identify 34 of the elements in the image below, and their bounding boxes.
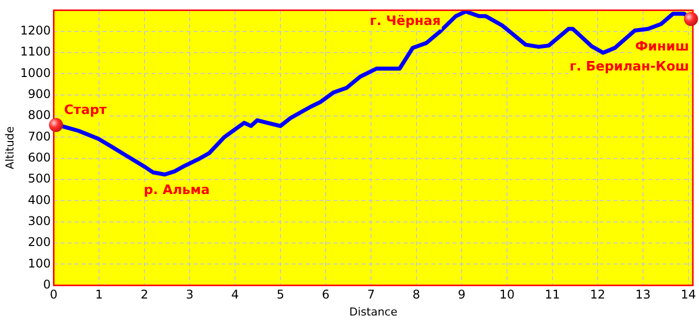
y-tick-label: 600: [28, 150, 51, 165]
x-tick-label: 5: [276, 288, 284, 302]
y-tick-label: 900: [28, 87, 51, 101]
annotation: Старт: [64, 102, 108, 118]
x-tick-label: 7: [367, 288, 375, 302]
x-tick-label: 8: [412, 288, 420, 302]
y-axis-title: Altitude: [3, 126, 16, 170]
y-tick-label: 1200: [20, 23, 51, 38]
x-tick-label: 12: [590, 288, 606, 302]
x-tick-label: 1: [95, 288, 103, 302]
y-tick-label: 200: [28, 235, 51, 250]
x-tick-label: 14: [680, 288, 696, 302]
y-tick-label: 300: [28, 214, 51, 228]
y-tick-label: 1000: [20, 66, 51, 80]
annotation: р. Альма: [144, 182, 210, 198]
x-tick-label: 10: [499, 288, 515, 302]
annotation: г. Берилан-Кош: [570, 60, 690, 75]
x-tick-label: 3: [186, 288, 194, 302]
x-tick-label: 2: [140, 288, 148, 302]
annotation: Финиш: [635, 40, 690, 55]
x-axis-title: Distance: [349, 305, 398, 318]
x-tick-label: 6: [322, 288, 330, 302]
x-tick-label: 13: [635, 288, 651, 302]
y-tick-label: 800: [28, 108, 51, 122]
y-tick-label: 0: [43, 278, 51, 292]
y-tick-label: 500: [28, 172, 51, 186]
annotation: г. Чёрная: [370, 14, 441, 29]
y-tick-label: 700: [28, 129, 51, 144]
x-tick-label: 11: [544, 288, 560, 302]
x-tick-label: 9: [458, 288, 466, 302]
y-tick-label: 1100: [20, 44, 51, 59]
y-tick-label: 400: [28, 192, 51, 207]
x-tick-label: 4: [231, 288, 239, 302]
y-tick-label: 100: [28, 256, 51, 270]
